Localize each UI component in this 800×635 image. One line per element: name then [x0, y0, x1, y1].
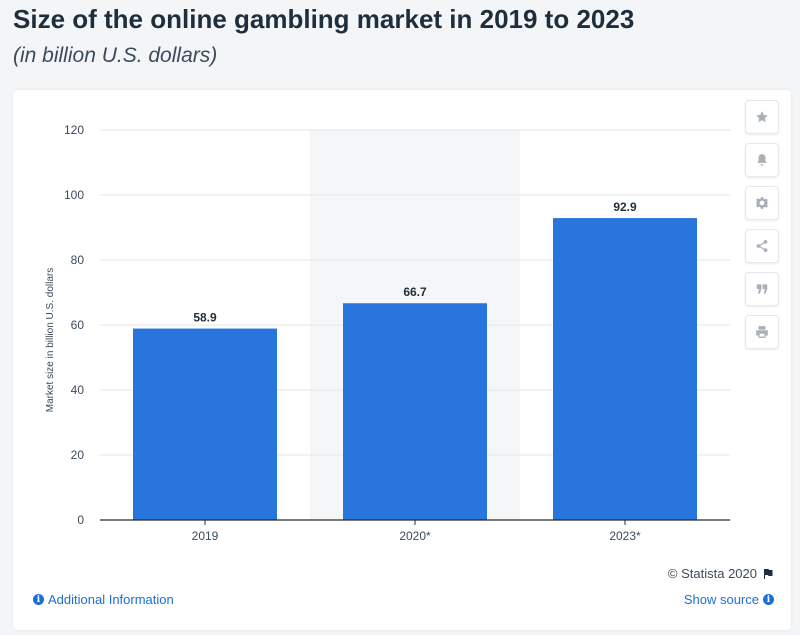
additional-information-link[interactable]: i Additional Information	[33, 592, 174, 607]
y-tick-label: 40	[71, 383, 85, 397]
print-icon	[756, 326, 768, 338]
copyright-text: © Statista 2020	[667, 566, 757, 581]
chart-card: 0 20 40 60 80 100 120 Market size in billion U.…	[13, 90, 791, 630]
quote-icon	[756, 284, 768, 294]
favorite-button[interactable]	[745, 100, 779, 134]
y-tick-label: 60	[71, 318, 85, 332]
data-label: 66.7	[403, 285, 427, 299]
y-tick-label: 0	[77, 513, 84, 527]
bar	[553, 218, 697, 520]
y-tick-label: 100	[64, 188, 84, 202]
bar-chart: 0 20 40 60 80 100 120 Market size in billion U.…	[45, 123, 730, 543]
copyright-notice: © Statista 2020	[668, 566, 774, 581]
data-label: 58.9	[193, 311, 217, 325]
bell-icon	[757, 154, 767, 166]
chart-title: Size of the online gambling market in 20…	[13, 4, 635, 34]
notification-button[interactable]	[745, 143, 779, 177]
cite-button[interactable]	[745, 272, 779, 306]
info-icon: i	[763, 594, 774, 605]
data-label: 92.9	[613, 200, 637, 214]
gear-icon	[755, 197, 769, 209]
flag-icon	[764, 568, 773, 579]
x-tick-label: 2019	[192, 529, 219, 543]
show-source-link[interactable]: Show source i	[684, 592, 774, 607]
x-tick-label: 2020*	[399, 529, 431, 543]
bar	[133, 328, 277, 520]
additional-information-label: Additional Information	[48, 592, 174, 607]
share-button[interactable]	[745, 229, 779, 263]
settings-button[interactable]	[745, 186, 779, 220]
y-axis-label: Market size in billion U.S. dollars	[45, 268, 56, 413]
y-tick-label: 120	[64, 123, 84, 137]
print-button[interactable]	[745, 315, 779, 349]
y-tick-label: 20	[71, 448, 85, 462]
bar	[343, 303, 487, 520]
info-icon: i	[33, 594, 44, 605]
x-tick-label: 2023*	[609, 529, 641, 543]
show-source-label: Show source	[683, 592, 759, 607]
star-icon	[756, 111, 768, 123]
share-icon	[756, 240, 768, 252]
chart-subtitle: (in billion U.S. dollars)	[13, 44, 218, 67]
chart-toolbar	[745, 100, 779, 358]
y-tick-label: 80	[71, 253, 85, 267]
